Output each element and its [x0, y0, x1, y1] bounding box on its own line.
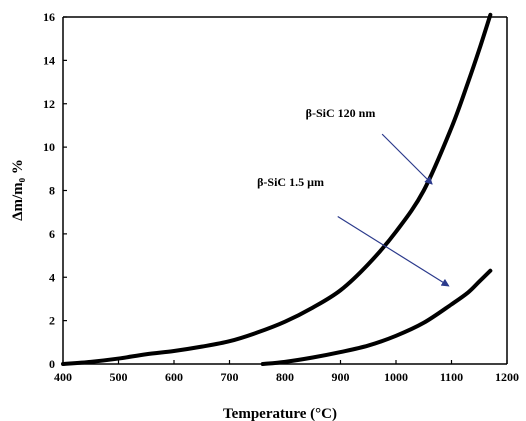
x-tick-label: 900 [332, 370, 350, 384]
x-tick-label: 600 [165, 370, 183, 384]
annotation-arrow [381, 133, 433, 185]
y-tick-label: 12 [43, 97, 55, 111]
x-tick-label: 700 [221, 370, 239, 384]
annotation-label: β-SiC 1.5 µm [257, 175, 324, 189]
annotation-label: β-SiC 120 nm [306, 106, 376, 120]
y-tick-label: 16 [43, 10, 55, 24]
x-axis-title: Temperature (°C) [223, 406, 337, 421]
y-ticks: 0 2 4 6 8 10 12 14 16 [43, 10, 67, 371]
y-tick-label: 14 [43, 53, 55, 67]
annotation-layer: β-SiC 120 nm β-SiC 1.5 µm [257, 106, 450, 287]
y-tick-label: 6 [49, 227, 55, 241]
y-tick-label: 2 [49, 314, 55, 328]
x-ticks: 400 500 600 700 800 900 1000 1100 1200 [54, 360, 519, 384]
x-tick-label: 1200 [495, 370, 519, 384]
x-tick-label: 800 [276, 370, 294, 384]
series-line-1 [260, 268, 493, 366]
annotation-arrow [337, 216, 450, 287]
x-tick-label: 1000 [384, 370, 408, 384]
y-tick-label: 8 [49, 184, 55, 198]
y-tick-label: 10 [43, 140, 55, 154]
series-line-0 [61, 12, 493, 366]
x-tick-label: 400 [54, 370, 72, 384]
y-tick-label: 0 [49, 357, 55, 371]
series-layer [61, 12, 493, 366]
y-tick-label: 4 [49, 270, 55, 284]
x-tick-label: 1100 [440, 370, 463, 384]
y-axis-title: Δm/m₀ % [10, 159, 26, 221]
x-tick-label: 500 [110, 370, 128, 384]
